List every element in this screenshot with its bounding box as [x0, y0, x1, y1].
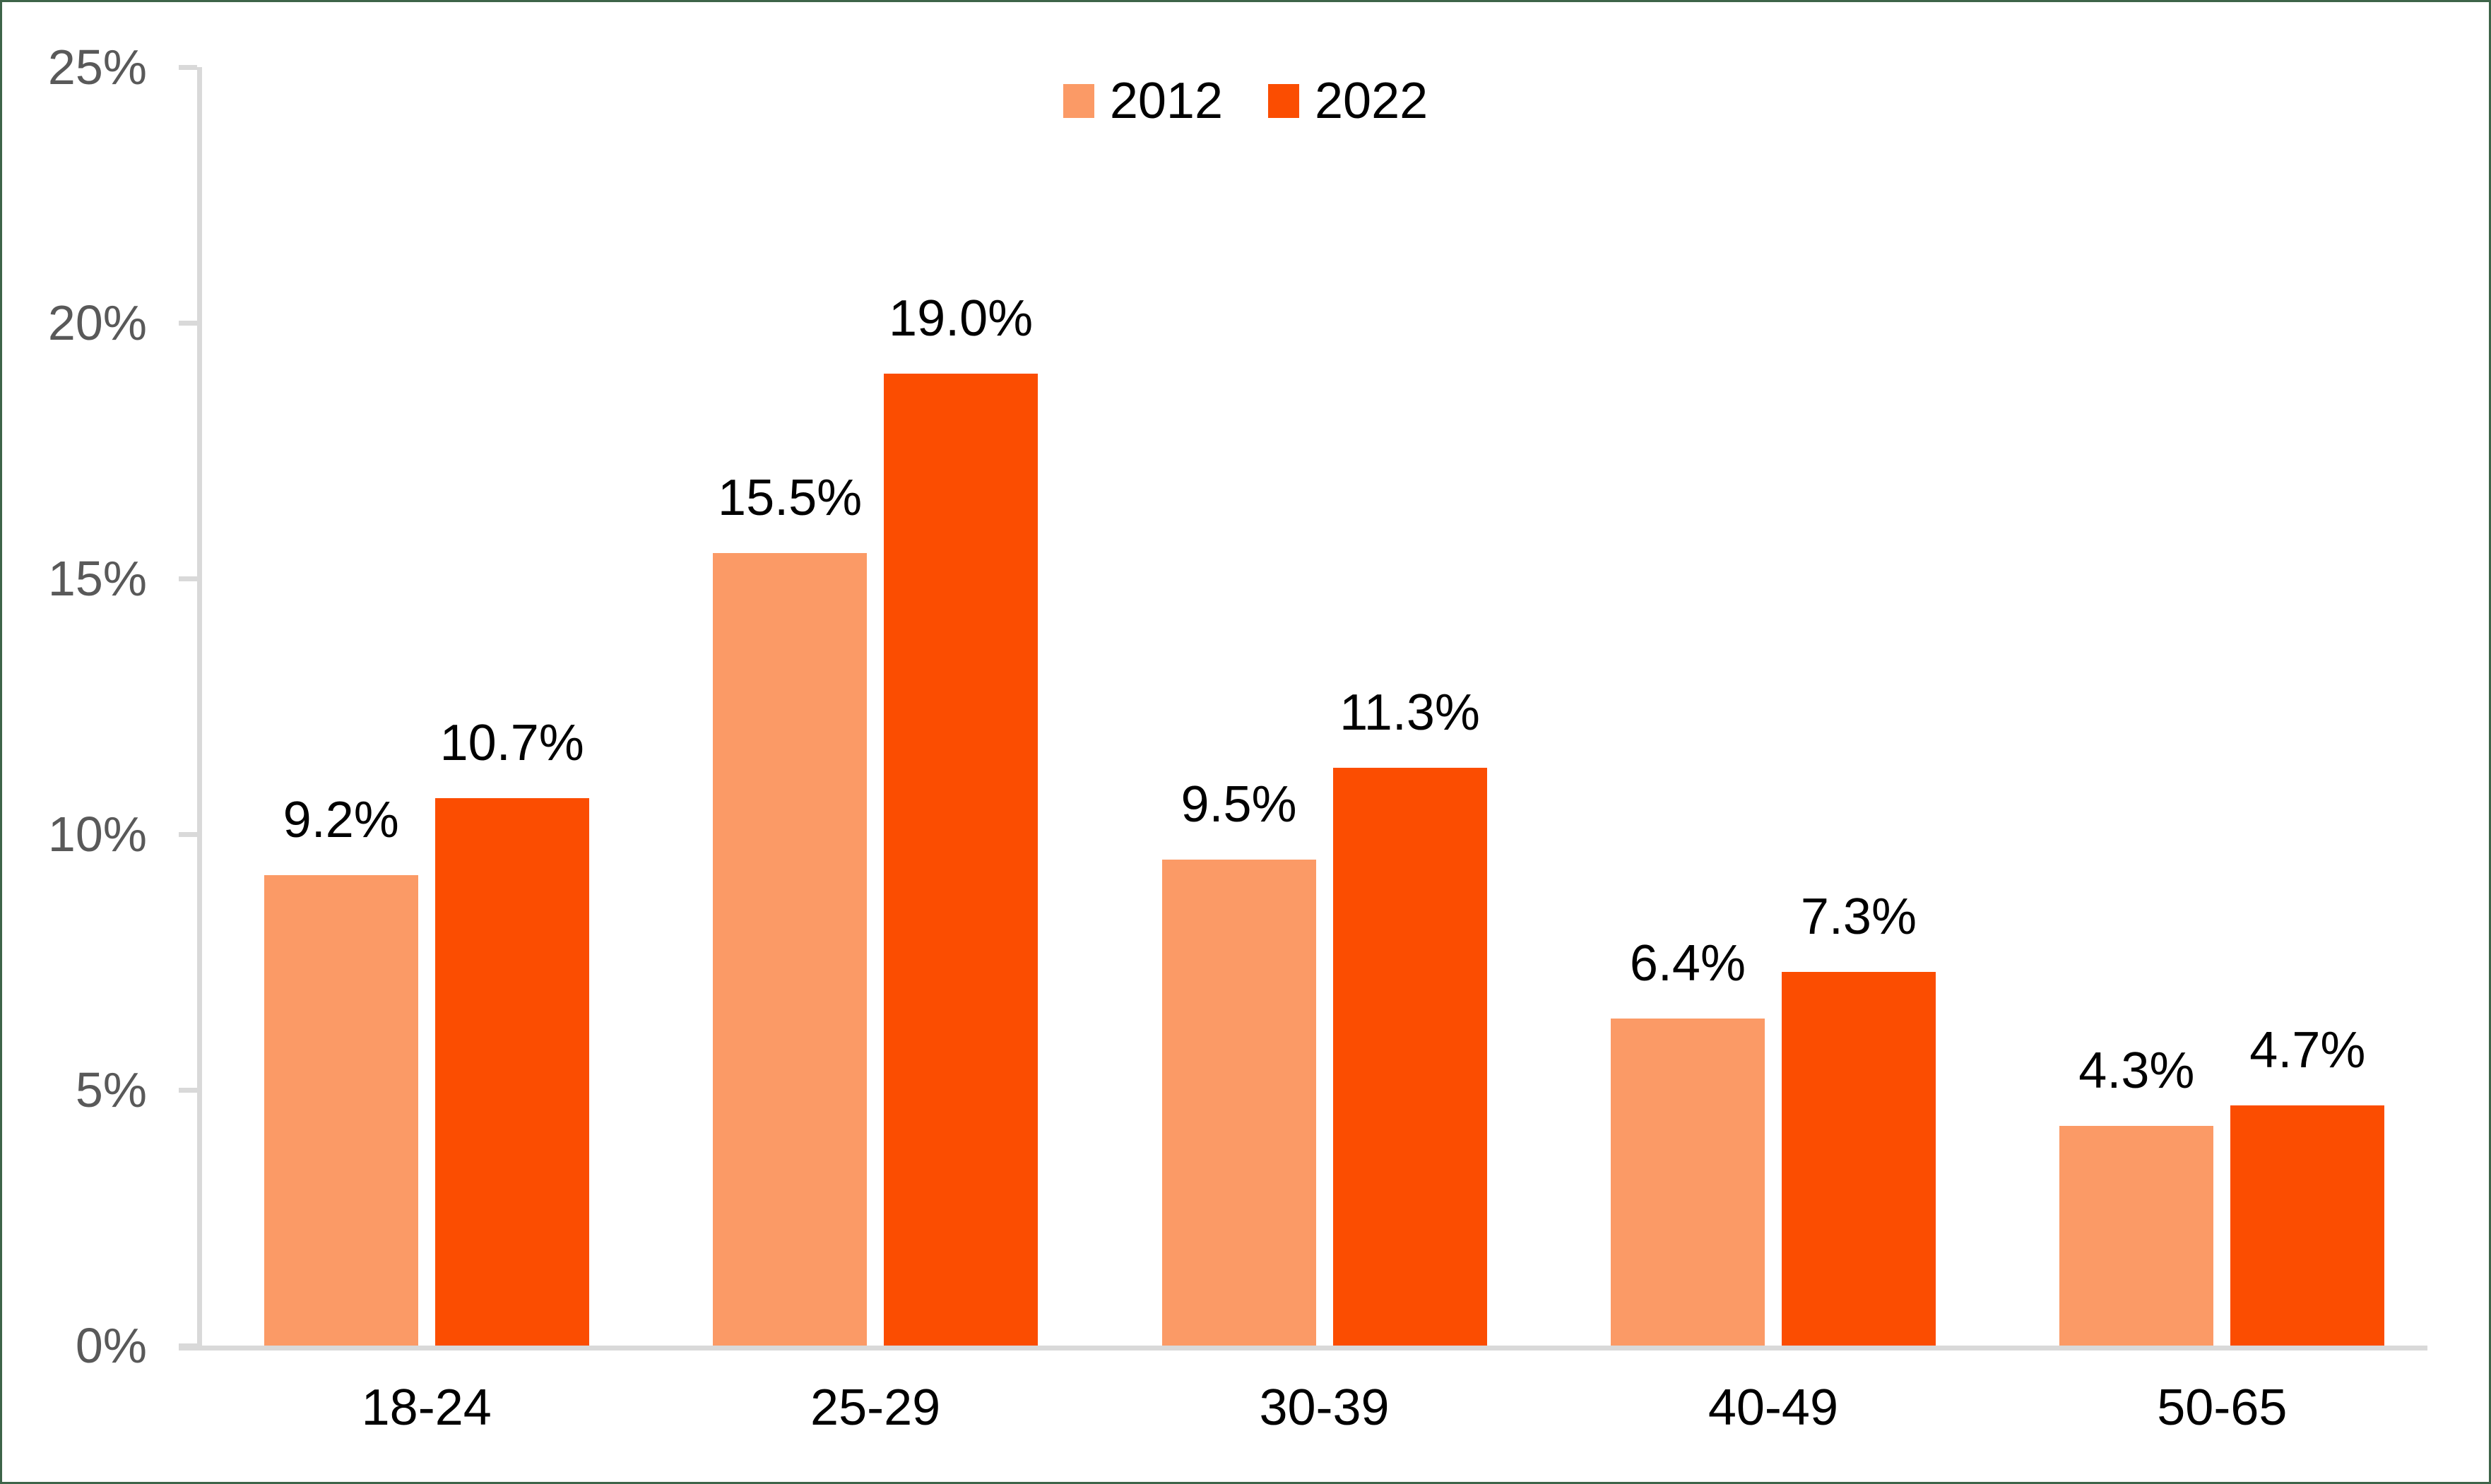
data-label-2012-25-29: 15.5% — [718, 469, 863, 526]
y-tick-label: 25% — [47, 40, 147, 95]
legend-swatch-2022 — [1268, 84, 1299, 118]
y-axis-line — [197, 67, 202, 1351]
bar-2012-25-29 — [713, 552, 868, 1346]
y-tick-label: 10% — [47, 807, 147, 862]
legend-item-2022: 2022 — [1268, 72, 1428, 130]
bar-group-18-24: 9.2% 10.7% 18-24 — [202, 67, 651, 1433]
legend-label-2022: 2022 — [1315, 73, 1428, 129]
bar-2022-25-29 — [884, 374, 1039, 1346]
y-tick-mark — [179, 1088, 197, 1093]
data-label-2012-18-24: 9.2% — [283, 791, 399, 848]
x-tick-label-18-24: 18-24 — [361, 1379, 492, 1436]
y-tick-mark — [179, 576, 197, 581]
plot-area: 9.2% 10.7% 18-24 15.5% 19.0% 25-29 9.5% 11.3% 30… — [202, 67, 2446, 1433]
bar-2012-18-24 — [264, 874, 418, 1346]
y-tick-mark — [179, 321, 197, 326]
legend-item-2012: 2012 — [1063, 72, 1223, 130]
legend-swatch-2012 — [1063, 84, 1094, 118]
x-tick-label-50-65: 50-65 — [2157, 1379, 2288, 1436]
x-tick-label-25-29: 25-29 — [810, 1379, 941, 1436]
x-tick-label-40-49: 40-49 — [1708, 1379, 1838, 1436]
bar-group-25-29: 15.5% 19.0% 25-29 — [651, 67, 1099, 1433]
bar-2022-50-65 — [2230, 1105, 2385, 1346]
data-label-2022-50-65: 4.7% — [2249, 1021, 2366, 1079]
y-tick-label: 20% — [47, 295, 147, 350]
x-axis-line — [179, 1346, 2427, 1351]
bar-2012-30-39 — [1161, 860, 1316, 1346]
bar-2012-40-49 — [1610, 1018, 1765, 1346]
data-label-2012-30-39: 9.5% — [1181, 776, 1297, 833]
data-label-2022-18-24: 10.7% — [439, 715, 584, 772]
bar-2022-40-49 — [1781, 972, 1936, 1346]
data-label-2022-25-29: 19.0% — [889, 290, 1034, 348]
data-label-2022-40-49: 7.3% — [1800, 889, 1917, 946]
x-tick-label-30-39: 30-39 — [1259, 1379, 1390, 1436]
bar-group-40-49: 6.4% 7.3% 40-49 — [1549, 67, 1997, 1433]
bar-group-30-39: 9.5% 11.3% 30-39 — [1100, 67, 1549, 1433]
bar-2012-50-65 — [2059, 1125, 2214, 1346]
y-tick-label: 5% — [75, 1062, 147, 1117]
y-tick-label: 15% — [47, 551, 147, 606]
chart-legend: 2012 2022 — [2, 73, 2489, 129]
legend-label-2012: 2012 — [1109, 73, 1223, 129]
data-label-2012-40-49: 6.4% — [1629, 934, 1746, 992]
y-tick-label: 0% — [75, 1318, 147, 1373]
y-tick-mark — [179, 1343, 197, 1348]
y-tick-mark — [179, 65, 197, 70]
bar-2022-18-24 — [434, 798, 589, 1346]
bar-2022-30-39 — [1332, 767, 1487, 1346]
data-label-2022-30-39: 11.3% — [1339, 684, 1480, 741]
y-tick-mark — [179, 832, 197, 837]
bar-group-50-65: 4.3% 4.7% 50-65 — [1998, 67, 2446, 1433]
data-label-2012-50-65: 4.3% — [2078, 1042, 2195, 1099]
